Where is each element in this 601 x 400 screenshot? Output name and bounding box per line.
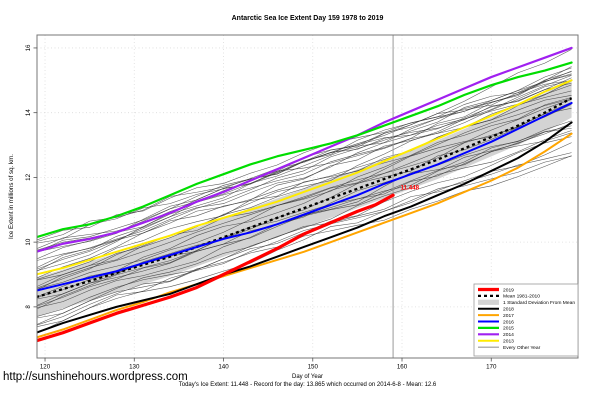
legend-label: 2015	[503, 326, 514, 332]
y-axis-title: Ice Extent in millions of sq. km.	[8, 154, 15, 239]
legend-label: 2018	[503, 307, 514, 313]
background-year-line	[37, 102, 572, 289]
y-tick-label: 10	[25, 238, 32, 245]
series-line-2014	[37, 46, 573, 253]
y-tick-label: 12	[25, 173, 32, 180]
x-tick-label: 130	[129, 364, 140, 371]
y-tick-label: 14	[25, 109, 32, 116]
background-year-line	[37, 82, 572, 253]
series-line-2016	[37, 101, 573, 292]
x-tick-label: 120	[40, 364, 51, 371]
series-line-2019	[37, 193, 395, 343]
background-year-line	[37, 107, 572, 290]
legend-swatch-band	[478, 299, 499, 305]
series-line-2017	[37, 132, 573, 339]
series-line-2018	[37, 121, 573, 334]
background-year-line	[37, 71, 572, 272]
background-year-line	[37, 97, 572, 291]
mean-line	[37, 97, 573, 299]
todays-extent-annotation: 11.448	[400, 185, 419, 192]
background-year-line	[37, 95, 572, 261]
legend-label: 2013	[503, 339, 514, 345]
legend-label: 2019	[503, 287, 514, 293]
series-line-2015	[37, 61, 573, 239]
background-year-line	[37, 130, 572, 319]
background-year-line	[37, 132, 572, 310]
legend-label: 2017	[503, 313, 514, 319]
source-url: http://sunshinehours.wordpress.com	[3, 371, 188, 383]
background-year-line	[37, 155, 572, 326]
y-tick-label: 8	[25, 305, 32, 309]
plot-area	[37, 35, 578, 358]
background-year-line	[37, 104, 572, 298]
y-tick-label: 16	[25, 44, 32, 51]
legend-label: 2014	[503, 332, 514, 338]
x-tick-label: 140	[218, 364, 229, 371]
legend-label: 1 Standard Deviation From Mean	[503, 300, 575, 306]
legend-label: Every Other Year	[503, 345, 541, 351]
x-tick-label: 150	[308, 364, 319, 371]
background-year-line	[37, 80, 572, 280]
x-tick-label: 170	[486, 364, 497, 371]
series-line-2013	[37, 79, 573, 276]
x-axis-title: Day of Year	[291, 374, 324, 380]
legend-label: Mean 1981-2010	[503, 294, 540, 300]
chart-title: Antarctic Sea Ice Extent Day 159 1978 to…	[231, 15, 384, 22]
background-year-line	[37, 75, 572, 281]
background-year-line	[37, 152, 572, 334]
background-year-line	[37, 127, 572, 309]
background-year-line	[37, 49, 572, 260]
plot-border	[36, 34, 579, 359]
legend-label: 2016	[503, 319, 514, 325]
x-tick-label: 160	[397, 364, 408, 371]
stats-caption: Today's Ice Extent: 11.448 - Record for …	[178, 382, 437, 388]
background-year-line	[37, 99, 572, 300]
